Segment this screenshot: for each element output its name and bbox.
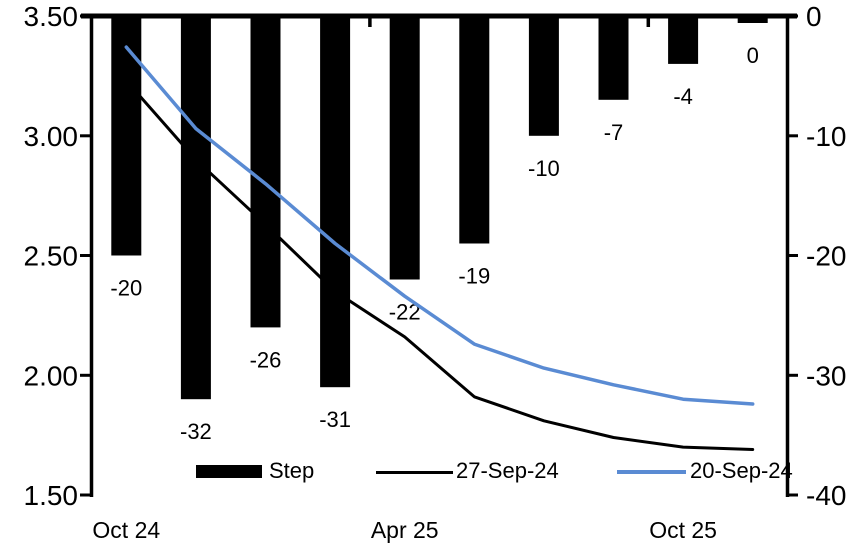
step-bar bbox=[528, 16, 559, 136]
left-axis-tick-label: 2.00 bbox=[24, 360, 79, 391]
bar-value-label: -26 bbox=[250, 347, 282, 372]
right-axis-tick-label: -30 bbox=[806, 360, 846, 391]
left-axis-tick-label: 1.50 bbox=[24, 480, 79, 511]
right-axis-tick-label: -10 bbox=[806, 121, 846, 152]
bar-value-label: -19 bbox=[458, 264, 490, 289]
x-axis-label: Oct 24 bbox=[92, 517, 160, 543]
bar-value-label: -32 bbox=[180, 419, 212, 444]
x-axis-label: Apr 25 bbox=[371, 517, 439, 543]
step-bar bbox=[389, 16, 420, 280]
step-bar bbox=[250, 16, 281, 328]
left-axis-tick-label: 2.50 bbox=[24, 241, 79, 272]
line-20-sep-24 bbox=[124, 45, 755, 406]
left-axis-tick-label: 3.50 bbox=[24, 1, 79, 32]
bar-value-label: 0 bbox=[747, 43, 759, 68]
right-axis-tick-label: -40 bbox=[806, 480, 846, 511]
step-bar bbox=[668, 16, 699, 64]
right-axis-tick-label: 0 bbox=[806, 1, 822, 32]
bar-value-label: -20 bbox=[110, 276, 142, 301]
left-axis-tick-label: 3.00 bbox=[24, 121, 79, 152]
bar-value-label: -4 bbox=[673, 84, 693, 109]
step-bar bbox=[737, 16, 768, 23]
line-27-sep-24 bbox=[124, 79, 755, 451]
x-axis-label: Oct 25 bbox=[649, 517, 717, 543]
step-bar bbox=[459, 16, 490, 244]
step-bar bbox=[320, 16, 351, 388]
step-bar bbox=[598, 16, 629, 100]
bar-value-label: -31 bbox=[319, 407, 351, 432]
step-bar bbox=[111, 16, 142, 256]
right-axis-tick-label: -20 bbox=[806, 241, 846, 272]
bar-value-label: -10 bbox=[528, 156, 560, 181]
step-bar bbox=[180, 16, 211, 400]
bar-value-label: -7 bbox=[604, 120, 624, 145]
